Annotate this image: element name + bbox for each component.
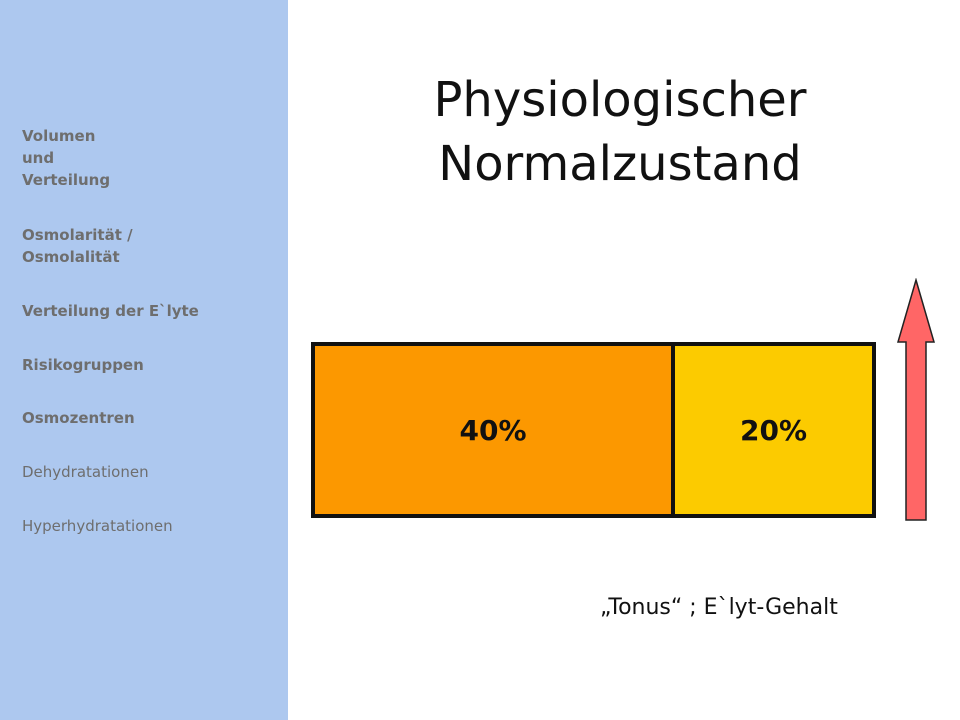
nav-item-volumen-und-verteilung[interactable]: Volumen und Verteilung	[22, 127, 111, 189]
sidebar-nav: Volumen und Verteilung Osmolarität / Osm…	[0, 0, 288, 720]
nav-item-verteilung-der-elyte[interactable]: Verteilung der E`lyte	[22, 302, 199, 320]
bar-label-40: 40%	[459, 413, 527, 447]
caption-tonus-elyt-gehalt: „Tonus“ ; E`lyt-Gehalt	[600, 595, 838, 620]
up-arrow-icon	[897, 278, 935, 521]
nav-item-hyperhydratationen[interactable]: Hyperhydratationen	[22, 517, 173, 535]
nav-item-osmozentren[interactable]: Osmozentren	[22, 409, 135, 427]
bar-segment-40: 40%	[311, 342, 675, 518]
nav-item-dehydratationen[interactable]: Dehydratationen	[22, 463, 149, 481]
bar-segment-20: 20%	[671, 342, 876, 518]
bar-label-20: 20%	[739, 413, 808, 447]
page-title: Physiologischer Normalzustand	[433, 72, 807, 192]
nav-item-risikogruppen[interactable]: Risikogruppen	[22, 356, 144, 374]
nav-item-osmolaritaet-osmolalitaet[interactable]: Osmolarität / Osmolalität	[22, 226, 133, 266]
